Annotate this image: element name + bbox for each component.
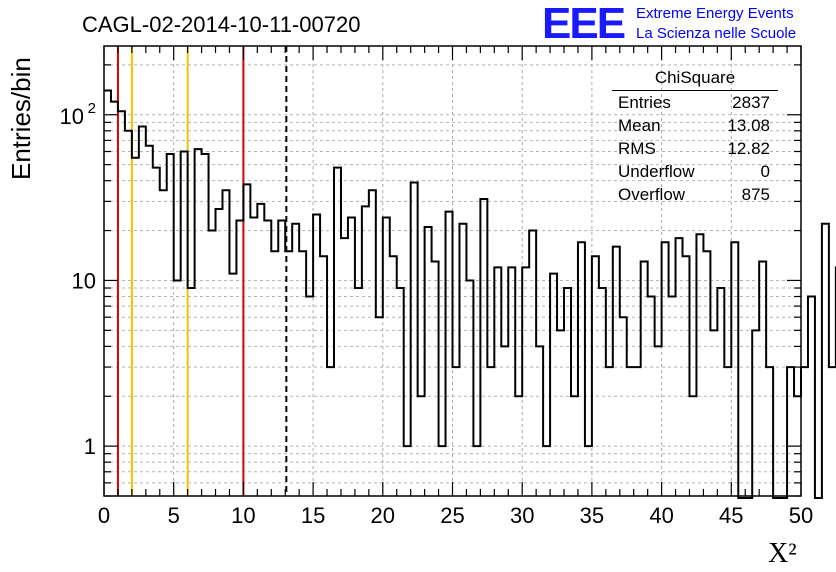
x-tick-label: 30 bbox=[510, 503, 534, 528]
eee-logo: EEE Extreme Energy Events La Scienza nel… bbox=[542, 0, 832, 48]
stats-label: RMS bbox=[618, 139, 656, 158]
x-tick-label: 35 bbox=[580, 503, 604, 528]
stats-row: RMS 12.82 bbox=[612, 137, 778, 160]
x-tick-label: 45 bbox=[719, 503, 743, 528]
stats-title: ChiSquare bbox=[612, 68, 778, 91]
logo-line-2: La Scienza nelle Scuole bbox=[636, 25, 797, 42]
stats-value: 13.08 bbox=[727, 116, 770, 135]
stats-row: Mean 13.08 bbox=[612, 114, 778, 137]
x-tick-label: 50 bbox=[789, 503, 813, 528]
x-axis-label: X² bbox=[768, 538, 797, 569]
marker-lines bbox=[116, 46, 288, 496]
stats-row: Entries 2837 bbox=[612, 91, 778, 114]
stats-row: Overflow 875 bbox=[612, 183, 778, 206]
stats-label: Entries bbox=[618, 93, 671, 112]
chart-title: CAGL-02-2014-10-11-00720 bbox=[82, 12, 361, 37]
y-tick-label: 10 bbox=[60, 104, 84, 129]
stats-value: 2837 bbox=[732, 93, 770, 112]
stats-label: Overflow bbox=[618, 185, 686, 204]
axis-ticks bbox=[103, 46, 802, 497]
histogram-series bbox=[104, 89, 836, 499]
x-tick-label: 40 bbox=[649, 503, 673, 528]
x-tick-label: 25 bbox=[440, 503, 464, 528]
stats-value: 12.82 bbox=[727, 139, 770, 158]
stats-row: Underflow 0 bbox=[612, 160, 778, 183]
x-tick-label: 10 bbox=[231, 503, 255, 528]
logo-word: EEE bbox=[542, 0, 626, 48]
stats-label: Underflow bbox=[618, 162, 695, 181]
y-tick-label-exponent: 2 bbox=[88, 100, 96, 117]
stats-value: 0 bbox=[760, 162, 770, 181]
y-axis-label: Entries/bin bbox=[6, 57, 36, 180]
stats-value: 875 bbox=[741, 185, 770, 204]
x-tick-label: 0 bbox=[98, 503, 110, 528]
x-tick-labels: 0 5 10 15 20 25 30 35 40 45 50 bbox=[98, 503, 813, 528]
x-tick-label: 15 bbox=[301, 503, 325, 528]
stats-label: Mean bbox=[618, 116, 661, 135]
x-tick-label: 5 bbox=[168, 503, 180, 528]
y-tick-label: 1 bbox=[84, 434, 96, 459]
stats-box: ChiSquare Entries 2837 Mean 13.08 RMS 12.82… bbox=[612, 68, 778, 206]
x-tick-label: 20 bbox=[371, 503, 395, 528]
histogram-line bbox=[104, 89, 836, 499]
logo-line-1: Extreme Energy Events bbox=[636, 5, 794, 22]
y-tick-label: 10 bbox=[72, 268, 96, 293]
